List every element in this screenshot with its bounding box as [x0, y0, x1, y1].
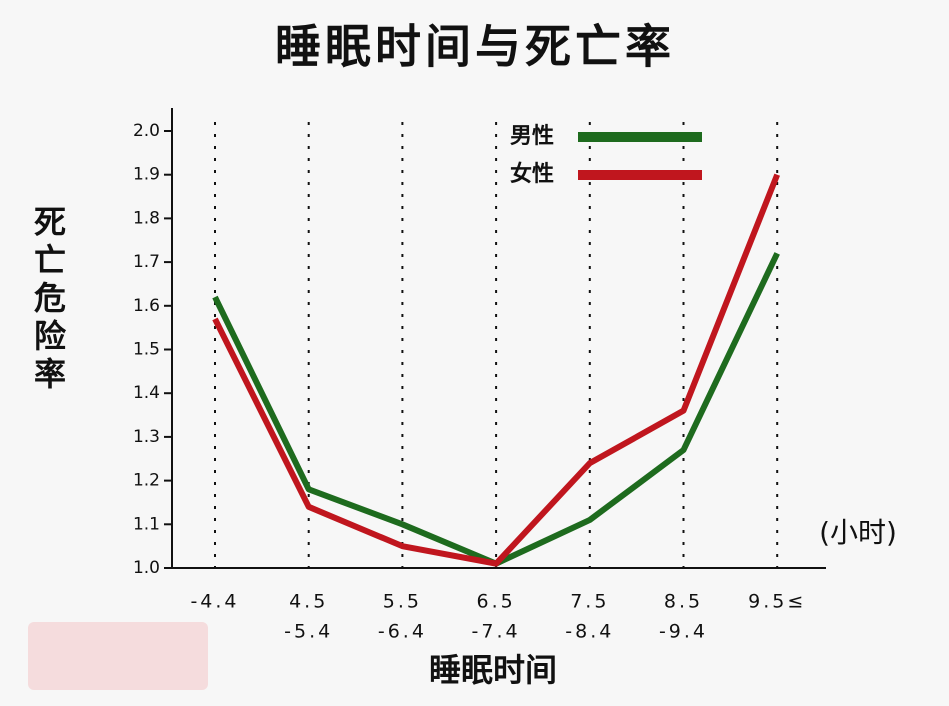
data-line [212, 173, 780, 567]
x-tick-label: 4.5 [289, 591, 328, 613]
x-tick-label: -8.4 [565, 621, 614, 643]
y-tick-label: 1.2 [133, 471, 160, 491]
x-tick-label: -6.4 [378, 621, 427, 643]
unit-label: (小时) [819, 516, 897, 549]
chart-title: 睡眠时间与死亡率 [275, 20, 675, 74]
x-tick-label: 5.5 [383, 591, 422, 613]
watermark [28, 622, 208, 690]
x-tick-label: -5.4 [284, 621, 333, 643]
y-tick-label: 1.7 [133, 252, 160, 272]
x-tick-label: -9.4 [659, 621, 708, 643]
x-tick-label: -7.4 [472, 621, 521, 643]
y-tick-label: 1.9 [133, 165, 160, 185]
legend-label: 男性 [510, 124, 554, 149]
y-tick-label: 1.0 [133, 558, 160, 578]
y-tick-label: 1.4 [133, 383, 160, 403]
y-tick-label: 1.6 [133, 296, 160, 316]
x-tick-label: 6.5 [476, 591, 515, 613]
y-tick-label: 2.0 [133, 121, 160, 141]
legend-label: 女性 [510, 161, 554, 187]
y-tick-label: 1.8 [133, 208, 160, 228]
x-tick-label: -4.4 [190, 591, 239, 613]
y-tick-label: 1.1 [133, 514, 160, 534]
x-tick-label: 8.5 [664, 591, 703, 613]
x-tick-label: 7.5 [570, 591, 609, 613]
y-tick-label: 1.3 [133, 427, 160, 447]
x-tick-label: 9.5≤ [748, 591, 806, 613]
y-tick-label: 1.5 [133, 340, 160, 360]
y-axis-label: 死亡危险率 [29, 205, 67, 395]
x-axis-label: 睡眠时间 [429, 651, 557, 689]
